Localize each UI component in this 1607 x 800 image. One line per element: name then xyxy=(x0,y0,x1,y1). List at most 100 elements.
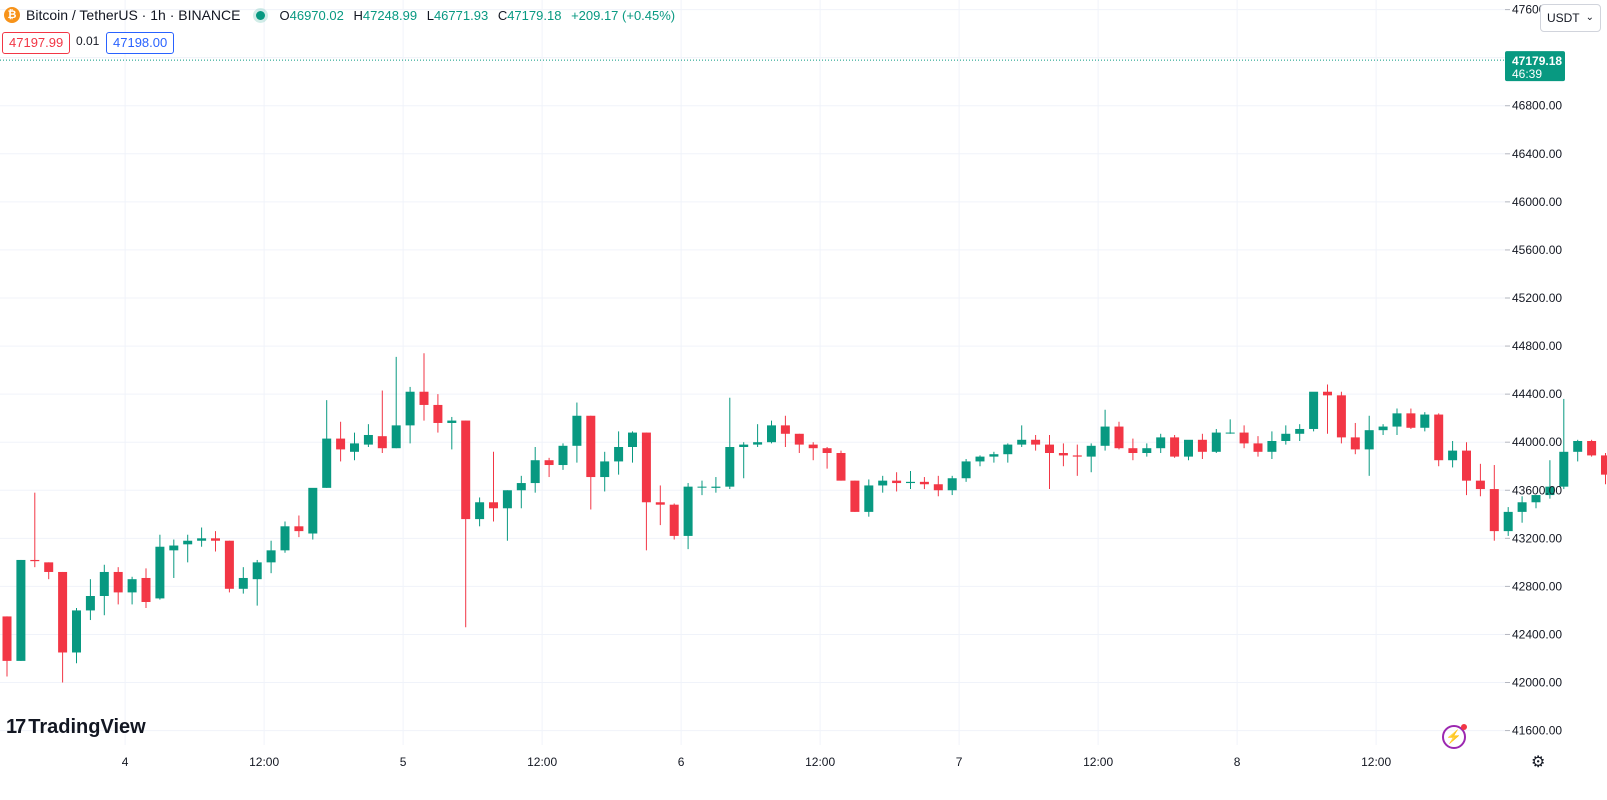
candle-body xyxy=(391,425,401,449)
currency-label: USDT xyxy=(1546,11,1580,25)
candle-body xyxy=(697,486,707,488)
candle-body xyxy=(614,447,624,462)
candle-body xyxy=(892,480,902,484)
buy-price-button[interactable]: 47198.00 xyxy=(106,32,175,54)
candles xyxy=(2,353,1607,683)
candle-body xyxy=(322,438,332,488)
candle-body xyxy=(1017,439,1027,445)
candle-body xyxy=(628,432,637,447)
candle-body xyxy=(155,546,165,599)
candle-body xyxy=(919,481,929,485)
candle-body xyxy=(113,571,123,593)
x-tick-label: 5 xyxy=(400,755,407,769)
bitcoin-icon: ₿ xyxy=(4,7,20,23)
high-value: 47248.99 xyxy=(362,7,418,23)
chevron-down-icon: ⌄ xyxy=(1585,12,1594,23)
candle-body xyxy=(363,434,373,445)
candle-body xyxy=(989,454,999,457)
candle-body xyxy=(419,391,429,405)
candle-body xyxy=(308,487,318,534)
candle-body xyxy=(711,486,721,488)
candle-body xyxy=(1072,455,1082,457)
candle-body xyxy=(808,444,818,449)
candle-body xyxy=(197,538,207,541)
candle-body xyxy=(1045,444,1054,454)
notification-dot xyxy=(1461,724,1467,730)
candle-body xyxy=(1086,445,1096,457)
candle-body xyxy=(739,444,749,447)
candle-body xyxy=(1559,451,1569,487)
last-price-badge xyxy=(1505,51,1565,82)
candle-body xyxy=(85,596,95,611)
candle-body xyxy=(72,610,81,653)
lightning-icon[interactable]: ⚡ xyxy=(1442,724,1467,749)
currency-select[interactable]: USDT ⌄ xyxy=(1539,4,1601,32)
x-tick-label: 12:00 xyxy=(1361,755,1391,769)
candle-body xyxy=(1531,495,1541,503)
candle-body xyxy=(641,432,651,503)
candle-body xyxy=(1406,413,1416,428)
candle-body xyxy=(211,538,220,541)
candle-body xyxy=(1100,426,1110,446)
spread-value: 0.01 xyxy=(76,34,100,48)
candle-body xyxy=(266,550,276,563)
open-value: 46970.02 xyxy=(289,7,344,23)
candle-body xyxy=(544,460,554,466)
low-label: L xyxy=(426,7,434,23)
candle-body xyxy=(183,540,193,545)
candle-body xyxy=(44,562,54,572)
x-tick-label: 12:00 xyxy=(249,755,279,769)
candle-body xyxy=(683,486,693,536)
change-value: +209.17 (+0.45%) xyxy=(571,7,676,23)
candle-body xyxy=(294,526,304,532)
y-tick-label: 44800.00 xyxy=(1512,339,1562,353)
bar-countdown: 46:39 xyxy=(1512,67,1542,81)
candle-body xyxy=(975,456,985,462)
x-tick-label: 7 xyxy=(956,755,963,769)
candle-body xyxy=(502,490,512,509)
candle-body xyxy=(1434,414,1444,461)
candle-body xyxy=(1031,439,1041,445)
candle-body xyxy=(475,502,485,520)
sell-price-button[interactable]: 47197.99 xyxy=(2,32,71,54)
candle-body xyxy=(280,526,290,551)
candle-body xyxy=(1448,450,1458,461)
candle-body xyxy=(1128,448,1138,454)
candle-body xyxy=(753,442,763,445)
candle-body xyxy=(1350,437,1360,450)
y-tick-label: 46800.00 xyxy=(1512,99,1562,113)
candle-body xyxy=(1601,455,1607,475)
y-tick-label: 42000.00 xyxy=(1512,676,1562,690)
y-tick-label: 46400.00 xyxy=(1512,147,1562,161)
candle-body xyxy=(947,478,957,491)
candle-body xyxy=(1489,489,1499,532)
candle-body xyxy=(1253,443,1263,452)
candle-body xyxy=(558,445,568,466)
candle-body xyxy=(1239,432,1249,444)
tradingview-logo-icon: 17 xyxy=(6,716,26,738)
candle-body xyxy=(1156,437,1166,449)
market-status-dot xyxy=(256,10,266,20)
y-tick-label: 45200.00 xyxy=(1512,291,1562,305)
y-tick-label: 42400.00 xyxy=(1512,627,1562,641)
x-tick-label: 4 xyxy=(122,755,129,769)
y-tick-label: 44400.00 xyxy=(1512,387,1562,401)
brand-name: TradingView xyxy=(28,716,146,738)
candle-body xyxy=(238,577,248,589)
candle-body xyxy=(1267,440,1277,452)
symbol-title[interactable]: Bitcoin / TetherUS · 1h · BINANCE xyxy=(26,7,241,23)
settings-gear-icon[interactable]: ⚙ xyxy=(1531,754,1546,771)
candle-body xyxy=(99,571,109,596)
candle-body xyxy=(30,559,40,562)
candle-body xyxy=(141,577,151,603)
tradingview-logo[interactable]: 17 TradingView xyxy=(6,716,146,739)
candle-body xyxy=(377,436,387,449)
y-tick-label: 43600.00 xyxy=(1512,483,1562,497)
candle-body xyxy=(961,461,971,479)
candle-body xyxy=(1309,391,1319,429)
x-tick-label: 12:00 xyxy=(527,755,557,769)
close-label: C xyxy=(497,7,508,23)
candle-body xyxy=(433,404,443,423)
